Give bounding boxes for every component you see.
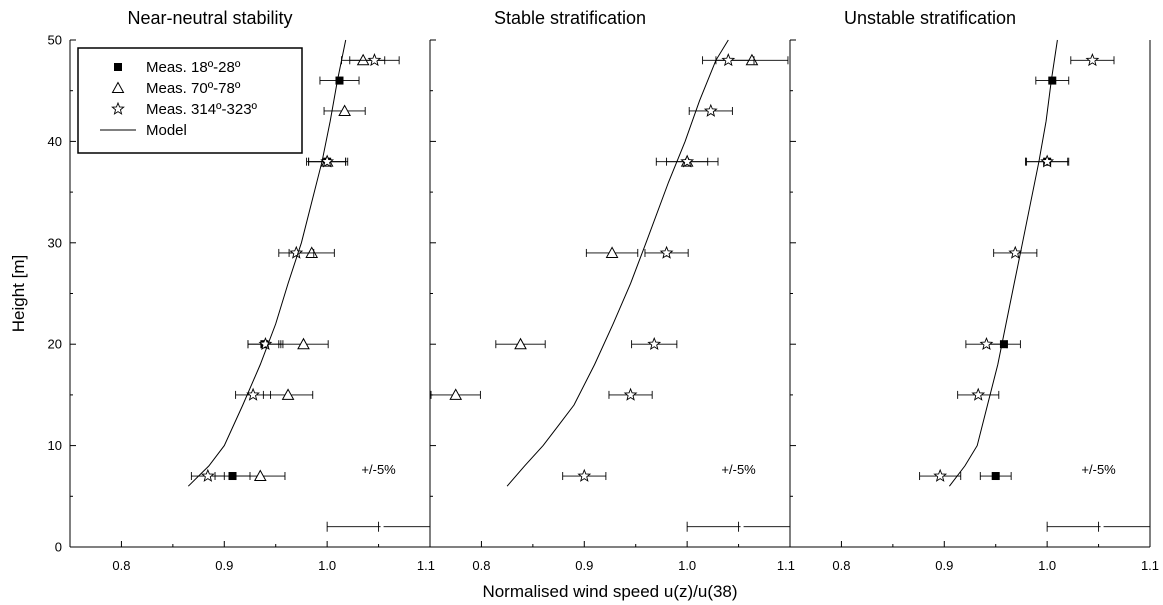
legend-marker-open-star [111, 101, 125, 115]
reference-note: +/-5% [361, 462, 396, 477]
data-point [1040, 154, 1055, 168]
model-curve [949, 39, 1058, 487]
data-point [605, 246, 619, 258]
panels-layer: Near-neutral stability 0 10 20 30 40 50 0.8 0.9 1… [48, 8, 1160, 573]
data-point [623, 387, 638, 401]
legend-entry-label: Meas. 18º-28º [146, 59, 241, 76]
data-point [449, 388, 463, 400]
reference-bar-gap [380, 525, 384, 529]
model-curve [187, 39, 347, 487]
panel-1: Near-neutral stability 0 10 20 30 40 50 0.8 0.9 1… [48, 8, 435, 573]
data-point [680, 154, 695, 168]
legend-marker-filled-square [114, 63, 122, 71]
x-tick-label: 1.0 [1038, 558, 1056, 573]
panel-3: Unstable stratification 0.8 0.9 1.0 1.1 +/-5% [789, 8, 1159, 573]
x-tick-label: 0.9 [575, 558, 593, 573]
reference-note: +/-5% [1081, 462, 1116, 477]
legend: Meas. 18º-28º Meas. 70º-78º Meas. 314º-323… [77, 47, 303, 154]
x-tick-label: 0.8 [112, 558, 130, 573]
data-point [356, 53, 370, 66]
y-tick-label: 40 [48, 134, 62, 149]
data-point [577, 468, 592, 482]
series-filled-square [979, 76, 1070, 481]
reference-bar-gap [1100, 525, 1104, 529]
data-point [1048, 76, 1057, 85]
series-open-star [562, 53, 755, 482]
y-axis-label: Height [m] [9, 255, 28, 332]
data-point [335, 76, 344, 85]
x-tick-label: 0.9 [215, 558, 233, 573]
data-point [305, 246, 319, 258]
x-tick-label: 0.9 [935, 558, 953, 573]
data-point [745, 53, 759, 66]
panel-title: Stable stratification [494, 8, 646, 28]
y-tick-label: 10 [48, 438, 62, 453]
model-curve [506, 39, 729, 487]
y-tick-label: 20 [48, 337, 62, 352]
data-point [228, 472, 237, 481]
legend-marker-open-triangle [111, 81, 125, 93]
data-point [338, 104, 351, 116]
legend-entry-label: Meas. 314º-323º [146, 101, 258, 118]
y-tick-label: 50 [48, 33, 62, 48]
data-point [721, 53, 736, 67]
legend-entry-label: Model [146, 122, 187, 139]
series-open-triangle [235, 53, 386, 482]
x-tick-label: 1.0 [318, 558, 336, 573]
panel-2: Stable stratification 0.8 0.9 1.0 1.1 +/-5% [429, 8, 795, 573]
x-tick-label: 0.8 [832, 558, 850, 573]
data-point [703, 103, 718, 117]
reference-bar-gap [740, 525, 744, 529]
data-point [991, 472, 1000, 481]
x-tick-label: 1.1 [1141, 558, 1159, 573]
reference-note: +/-5% [721, 462, 756, 477]
data-point [1085, 53, 1100, 67]
legend-entry-label: Meas. 70º-78º [146, 80, 241, 97]
x-tick-label: 0.8 [472, 558, 490, 573]
data-point [258, 336, 273, 351]
data-point [297, 337, 310, 350]
data-point [281, 388, 295, 400]
y-tick-label: 0 [55, 540, 62, 555]
data-point [200, 468, 215, 482]
series-line [506, 39, 729, 487]
series-open-star [190, 53, 400, 482]
data-point [647, 336, 662, 351]
panel-title: Unstable stratification [844, 8, 1016, 28]
data-point [289, 245, 304, 259]
x-tick-label: 1.0 [678, 558, 696, 573]
data-point [659, 245, 674, 259]
x-tick-label: 1.1 [777, 558, 795, 573]
data-point [971, 387, 986, 401]
series-line [949, 39, 1058, 487]
y-tick-label: 30 [48, 235, 62, 250]
data-point [367, 53, 382, 67]
x-axis-label: Normalised wind speed u(z)/u(38) [482, 582, 737, 601]
data-point [253, 469, 267, 482]
data-point [979, 336, 994, 351]
series-open-star [919, 53, 1115, 482]
series-line [187, 39, 347, 487]
series-open-triangle [430, 53, 789, 400]
data-point [246, 387, 260, 401]
x-tick-label: 1.1 [417, 558, 435, 573]
data-point [514, 337, 527, 350]
data-point [933, 468, 948, 482]
panel-title: Near-neutral stability [127, 8, 292, 28]
data-point [1008, 245, 1023, 259]
